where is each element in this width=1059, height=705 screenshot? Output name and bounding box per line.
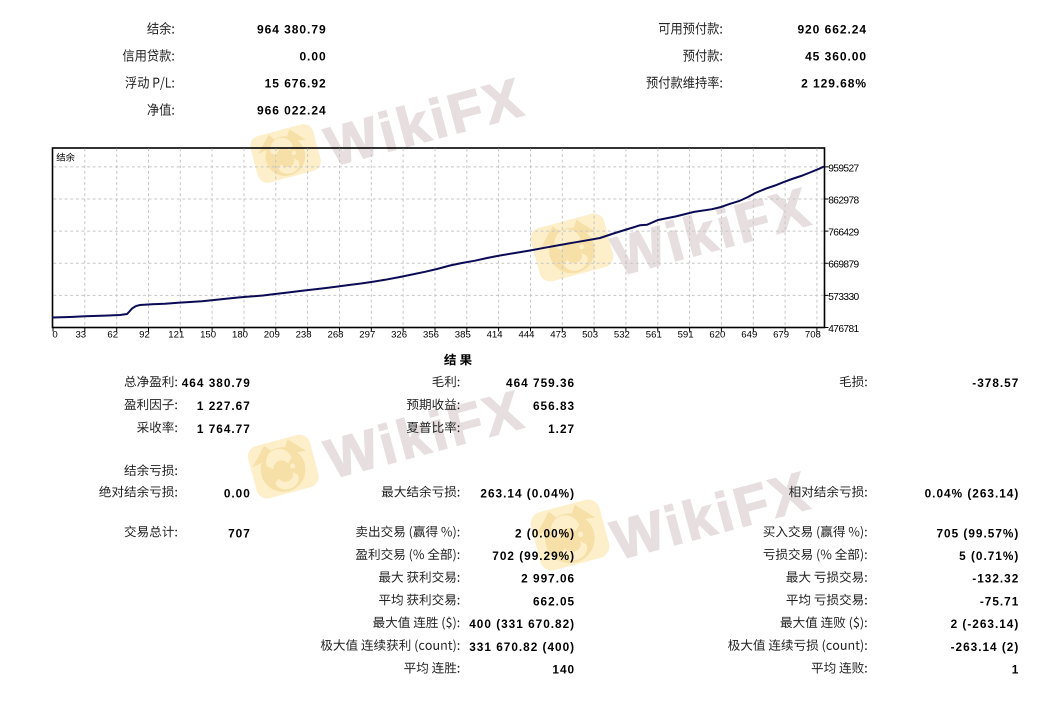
- svg-text:356: 356: [423, 329, 439, 340]
- svg-text:959527: 959527: [828, 163, 859, 174]
- svg-text:656.83: 656.83: [533, 399, 575, 413]
- svg-text:0.04% (263.14): 0.04% (263.14): [925, 486, 1020, 500]
- svg-text:1: 1: [1012, 663, 1020, 677]
- svg-text:263.14 (0.04%): 263.14 (0.04%): [480, 486, 575, 500]
- svg-text:0: 0: [52, 329, 57, 340]
- svg-text:-263.14 (2): -263.14 (2): [951, 640, 1020, 654]
- svg-text:679: 679: [773, 329, 789, 340]
- svg-text:2 129.68%: 2 129.68%: [801, 77, 867, 91]
- svg-text:862978: 862978: [828, 196, 859, 207]
- svg-text:1 227.67: 1 227.67: [197, 399, 251, 413]
- svg-text:140: 140: [552, 663, 575, 677]
- svg-text:0.00: 0.00: [224, 486, 251, 500]
- svg-text:2 (-263.14): 2 (-263.14): [951, 617, 1020, 631]
- svg-text:209: 209: [264, 329, 280, 340]
- svg-text:238: 238: [296, 329, 312, 340]
- svg-text:561: 561: [646, 329, 662, 340]
- svg-text:326: 326: [391, 329, 407, 340]
- svg-text:297: 297: [359, 329, 375, 340]
- svg-text:669879: 669879: [828, 260, 859, 271]
- svg-text:464 380.79: 464 380.79: [182, 376, 251, 390]
- svg-text:662.05: 662.05: [533, 594, 575, 608]
- svg-text:503: 503: [582, 329, 598, 340]
- svg-text:444: 444: [518, 329, 535, 340]
- svg-text:92: 92: [139, 329, 150, 340]
- svg-text:464 759.36: 464 759.36: [506, 376, 575, 390]
- svg-text:1.27: 1.27: [548, 422, 575, 436]
- svg-text:966 022.24: 966 022.24: [257, 104, 327, 118]
- svg-text:649: 649: [741, 329, 757, 340]
- svg-text:532: 532: [614, 329, 630, 340]
- svg-text:180: 180: [232, 329, 248, 340]
- svg-text:400 (331 670.82): 400 (331 670.82): [469, 617, 575, 631]
- svg-text:920 662.24: 920 662.24: [797, 23, 867, 37]
- svg-text:62: 62: [107, 329, 118, 340]
- svg-text:702 (99.29%): 702 (99.29%): [492, 549, 575, 563]
- svg-text:2 997.06: 2 997.06: [521, 572, 575, 586]
- svg-text:414: 414: [487, 329, 504, 340]
- svg-text:-75.71: -75.71: [980, 594, 1019, 608]
- svg-text:5 (0.71%): 5 (0.71%): [959, 549, 1019, 563]
- svg-text:45 360.00: 45 360.00: [805, 50, 867, 64]
- svg-text:331 670.82 (400): 331 670.82 (400): [469, 640, 575, 654]
- svg-text:473: 473: [550, 329, 566, 340]
- svg-text:-132.32: -132.32: [972, 572, 1019, 586]
- svg-text:573330: 573330: [828, 292, 859, 303]
- svg-text:385: 385: [455, 329, 471, 340]
- svg-text:33: 33: [75, 329, 86, 340]
- svg-text:0.00: 0.00: [299, 50, 326, 64]
- svg-text:707: 707: [228, 526, 251, 540]
- svg-text:591: 591: [678, 329, 694, 340]
- svg-text:150: 150: [200, 329, 216, 340]
- svg-text:620: 620: [709, 329, 725, 340]
- svg-text:705 (99.57%): 705 (99.57%): [936, 526, 1019, 540]
- svg-text:708: 708: [805, 329, 821, 340]
- svg-text:268: 268: [327, 329, 343, 340]
- svg-text:121: 121: [168, 329, 184, 340]
- svg-text:2 (0.00%): 2 (0.00%): [515, 526, 575, 540]
- svg-text:-378.57: -378.57: [972, 376, 1019, 390]
- svg-text:964 380.79: 964 380.79: [257, 23, 327, 37]
- svg-text:766429: 766429: [828, 228, 859, 239]
- svg-text:1 764.77: 1 764.77: [197, 422, 251, 436]
- svg-text:476781: 476781: [828, 324, 859, 335]
- svg-text:15 676.92: 15 676.92: [265, 77, 327, 91]
